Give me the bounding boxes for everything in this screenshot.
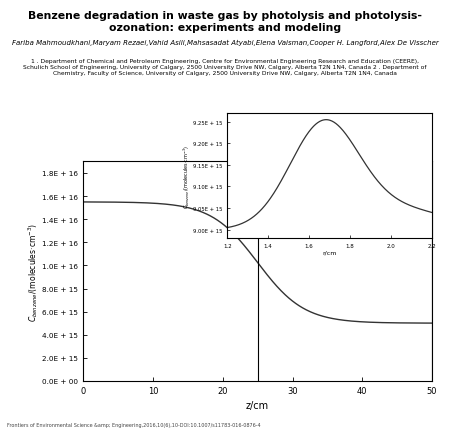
X-axis label: z/cm: z/cm: [246, 400, 269, 410]
Text: Fariba Mahmoudkhani,Maryam Rezaei,Vahid Asili,Mahsasadat Atyabi,Elena Vaisman,Co: Fariba Mahmoudkhani,Maryam Rezaei,Vahid …: [12, 40, 438, 46]
X-axis label: r/cm: r/cm: [323, 250, 337, 255]
Y-axis label: $C_\mathit{benzene}$/(molecules·cm$^{-3}$): $C_\mathit{benzene}$/(molecules·cm$^{-3}…: [26, 222, 40, 321]
Text: Benzene degradation in waste gas by photolysis and photolysis-
ozonation: experi: Benzene degradation in waste gas by phot…: [28, 11, 422, 32]
Y-axis label: $C_\mathit{benzene}$/(molecules·cm$^{-3}$): $C_\mathit{benzene}$/(molecules·cm$^{-3}…: [181, 144, 192, 208]
Text: 1 . Department of Chemical and Petroleum Engineering, Centre for Environmental E: 1 . Department of Chemical and Petroleum…: [23, 59, 427, 76]
Text: Frontiers of Environmental Science &amp; Engineering,2016,10(6),10-DOI:10.1007/s: Frontiers of Environmental Science &amp;…: [7, 422, 261, 427]
